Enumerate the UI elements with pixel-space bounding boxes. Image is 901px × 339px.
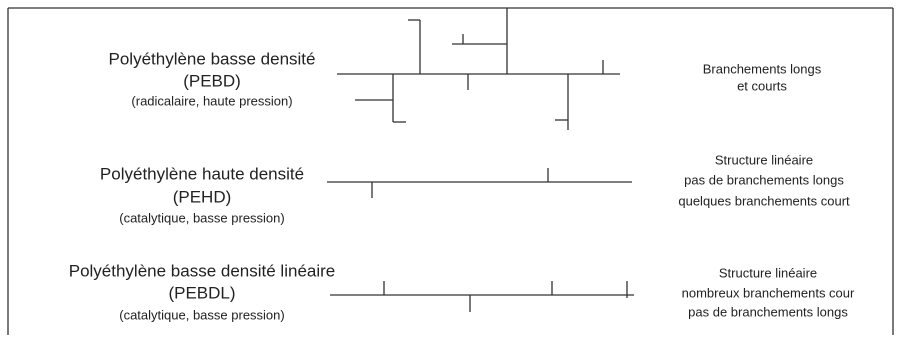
polymer-abbreviation: (PEBD) <box>183 71 241 90</box>
description-line: Structure linéaire <box>719 265 817 280</box>
branched-chain <box>337 8 620 130</box>
description-line: Branchements longs <box>703 61 822 76</box>
polymer-process: (catalytique, basse pression) <box>119 307 284 322</box>
polymer-name: Polyéthylène haute densité <box>100 164 304 183</box>
description-line: nombreux branchements cour <box>682 285 855 300</box>
description-line: quelques branchements court <box>678 193 850 208</box>
polymer-name: Polyéthylène basse densité linéaire <box>69 261 336 280</box>
description-line: et courts <box>737 78 787 93</box>
polymer-abbreviation: (PEHD) <box>173 187 232 206</box>
polymer-process: (radicalaire, haute pression) <box>131 93 292 108</box>
description-line: pas de branchements longs <box>688 304 848 319</box>
polymer-abbreviation: (PEBDL) <box>168 283 235 302</box>
description-line: pas de branchements longs <box>684 172 844 187</box>
linear-chain <box>327 168 632 198</box>
description-line: Structure linéaire <box>715 152 813 167</box>
polymer-name: Polyéthylène basse densité <box>109 49 316 68</box>
short-branched-chain <box>330 281 634 312</box>
diagram: Polyéthylène basse densité (PEBD) (radic… <box>0 0 901 339</box>
polymer-process: (catalytique, basse pression) <box>119 210 284 225</box>
